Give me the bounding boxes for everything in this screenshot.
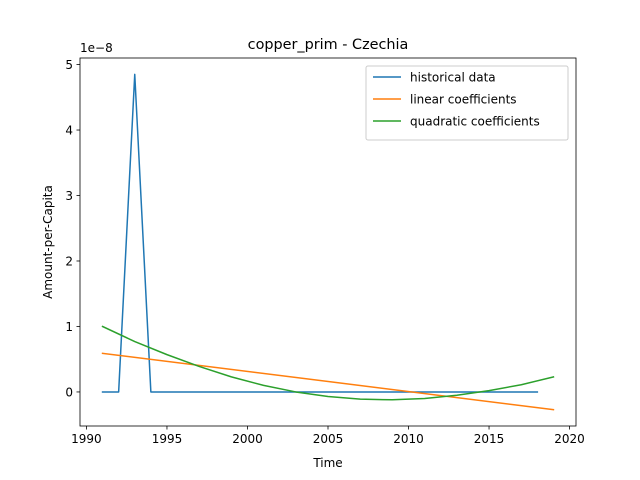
x-tick-label: 2020 [554,432,585,446]
y-offset-label: 1e−8 [80,41,113,55]
legend-label: linear coefficients [410,93,517,107]
y-tick-label: 1 [65,320,73,334]
x-tick-label: 2005 [313,432,344,446]
axes: 1990 1995 2000 2005 2010 2015 2020 0 1 2 3 4 5 [65,57,585,446]
x-tick-label: 1995 [152,432,183,446]
x-tick-label: 2000 [232,432,263,446]
x-tick-label: 1990 [71,432,102,446]
legend-label: historical data [410,71,496,85]
x-tick-label: 2015 [474,432,505,446]
series-line-3 [101,325,555,401]
chart-title: copper_prim - Czechia [248,37,409,53]
x-axis-label: Time [312,456,342,470]
series-line-2 [101,352,555,411]
y-tick-label: 0 [65,385,73,399]
y-tick-label: 3 [65,189,73,203]
y-tick-label: 2 [65,254,73,268]
legend-label: quadratic coefficients [410,115,540,129]
y-axis-label: Amount-per-Capita [41,185,55,299]
legend: historical data linear coefficients quadra… [365,65,569,141]
y-tick-label: 5 [65,58,73,72]
series-line-1 [101,73,539,393]
x-tick-label: 2010 [393,432,424,446]
plot-area [101,73,555,411]
legend-box [365,65,569,141]
y-tick-label: 4 [65,124,73,138]
